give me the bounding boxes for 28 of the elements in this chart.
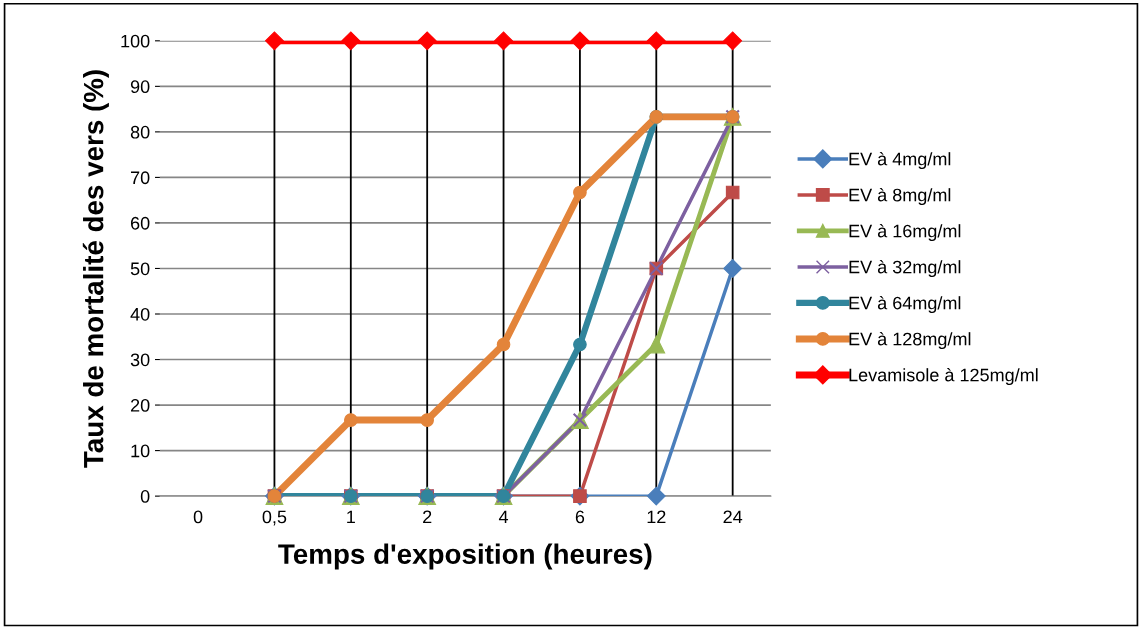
y-tick-label: 10 [131, 444, 150, 458]
x-tick-label: 2 [423, 510, 432, 524]
legend-label: EV à 64mg/ml [849, 295, 961, 313]
legend-label: EV à 16mg/ml [849, 223, 961, 241]
y-tick-label: 60 [130, 216, 150, 230]
y-tick-label: 70 [131, 171, 150, 185]
y-tick-label: 0 [140, 490, 150, 503]
x-tick-label: 4 [498, 510, 509, 524]
y-tick-label: 50 [130, 262, 150, 276]
y-tick-label: 90 [130, 80, 150, 94]
x-axis-title: Temps d'exposition (heures) [278, 543, 652, 570]
y-tick-label: 100 [121, 34, 150, 48]
x-tick-label: 0 [193, 510, 203, 524]
x-tick-label: 12 [647, 510, 666, 524]
x-tick-label: 0,5 [262, 510, 287, 526]
y-tick-label: 80 [130, 125, 150, 139]
x-tick-label: 6 [575, 510, 585, 524]
y-tick-label: 30 [130, 353, 150, 367]
legend-label: EV à 32mg/ml [849, 259, 961, 277]
x-tick-label: 24 [723, 510, 743, 524]
y-tick-label: 40 [130, 307, 150, 321]
y-tick-label: 20 [130, 398, 150, 412]
legend-label: EV à 128mg/ml [849, 331, 971, 349]
x-tick-label: 1 [347, 510, 355, 524]
legend-label: Levamisole à 125mg/ml [849, 367, 1038, 385]
legend-label: EV à 4mg/ml [849, 151, 951, 169]
legend-label: EV à 8mg/ml [849, 187, 951, 205]
y-axis-title: Taux de mortalité des vers (%) [82, 70, 109, 468]
